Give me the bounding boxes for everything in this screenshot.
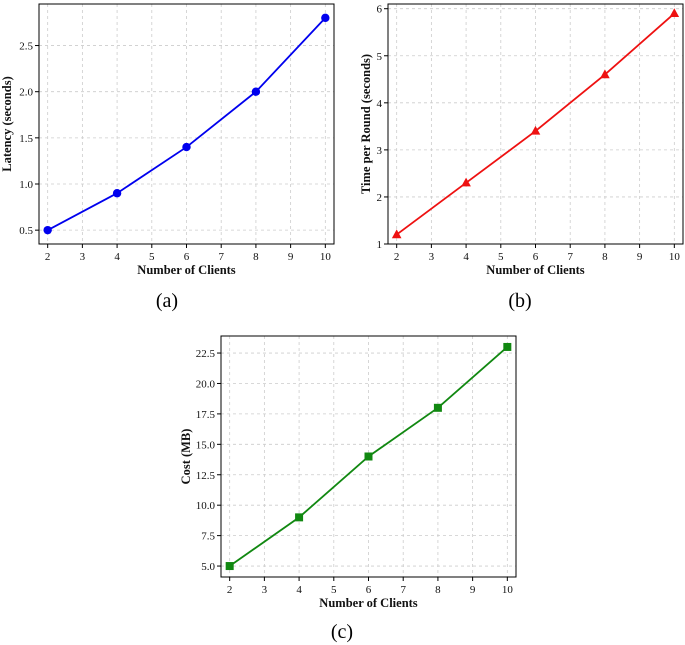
x-tick-label: 7 [567, 251, 573, 263]
x-tick-label: 2 [394, 251, 400, 263]
x-tick-label: 6 [184, 251, 190, 263]
x-tick-label: 5 [149, 251, 155, 263]
x-tick-label: 9 [637, 251, 643, 263]
x-tick-label: 4 [296, 584, 302, 596]
data-point-marker [295, 513, 304, 522]
data-point-marker [321, 13, 330, 23]
data-point-marker [503, 342, 512, 351]
y-tick-label: 6 [377, 4, 383, 16]
x-tick-label: 10 [502, 584, 514, 596]
data-point-marker [600, 69, 610, 79]
data-point-marker [669, 8, 680, 18]
x-tick-label: 6 [533, 251, 539, 263]
panel-caption: (a) [156, 290, 178, 312]
panel-caption: (c) [331, 621, 353, 643]
data-point-marker [433, 403, 442, 412]
y-tick-label: 22.5 [196, 348, 216, 360]
x-tick-label: 5 [331, 584, 337, 596]
x-tick-label: 7 [218, 251, 224, 263]
x-tick-label: 8 [602, 251, 608, 263]
data-point-marker [530, 125, 541, 135]
data-point-marker [43, 225, 52, 235]
y-tick-label: 7.5 [201, 531, 215, 543]
x-tick-label: 4 [114, 251, 120, 263]
y-tick-label: 2.0 [19, 87, 33, 99]
x-tick-label: 2 [227, 584, 233, 596]
x-tick-label: 5 [498, 251, 504, 263]
x-tick-label: 10 [320, 251, 332, 263]
y-tick-label: 5.0 [201, 561, 215, 573]
x-tick-label: 6 [366, 584, 372, 596]
y-tick-label: 2 [377, 192, 383, 204]
y-axis-label: Cost (MB) [179, 429, 193, 485]
data-point-marker [112, 189, 122, 198]
panel-caption: (b) [508, 290, 531, 312]
y-tick-label: 1.5 [19, 133, 33, 145]
y-axis-label: Latency (seconds) [0, 76, 14, 171]
x-axis-label: Number of Clients [137, 263, 236, 277]
y-axis-label: Time per Round (seconds) [359, 54, 373, 194]
y-tick-label: 15.0 [196, 439, 216, 451]
y-tick-label: 20.0 [196, 378, 216, 390]
y-tick-label: 17.5 [196, 409, 216, 421]
data-point-marker [461, 177, 471, 187]
y-tick-label: 10.0 [196, 500, 216, 512]
data-point-marker [364, 452, 373, 461]
x-tick-label: 10 [669, 251, 681, 263]
x-tick-label: 7 [400, 584, 406, 596]
y-tick-label: 4 [377, 98, 383, 110]
x-tick-label: 4 [463, 251, 469, 263]
y-tick-label: 1.0 [19, 179, 33, 191]
x-tick-label: 9 [470, 584, 476, 596]
chart-panel-latency: 2 3 4 5 6 7 8 9 10 0.5 1.0 1.5 2.0 2.5 Number of Clien… [0, 3, 335, 312]
y-tick-label: 3 [377, 145, 383, 157]
data-point-marker [225, 562, 234, 571]
x-tick-label: 9 [288, 251, 294, 263]
chart-panel-cost: 2 3 4 5 6 7 8 9 10 5.0 7.5 10.0 12.5 15.0 17.5 20.0 22.5… [179, 335, 517, 643]
x-tick-label: 3 [262, 584, 268, 596]
y-tick-label: 0.5 [19, 225, 33, 237]
data-point-marker [391, 229, 402, 239]
data-point-marker [251, 87, 261, 96]
x-tick-label: 3 [429, 251, 435, 263]
y-tick-label: 5 [377, 51, 383, 63]
y-tick-label: 2.5 [19, 41, 33, 53]
x-tick-label: 3 [80, 251, 86, 263]
data-point-marker [182, 142, 191, 152]
y-tick-label: 1 [377, 239, 383, 251]
x-tick-label: 2 [45, 251, 51, 263]
x-tick-label: 8 [435, 584, 441, 596]
x-tick-label: 8 [253, 251, 259, 263]
x-axis-label: Number of Clients [319, 596, 418, 610]
y-tick-label: 12.5 [196, 470, 216, 482]
x-axis-label: Number of Clients [486, 263, 585, 277]
